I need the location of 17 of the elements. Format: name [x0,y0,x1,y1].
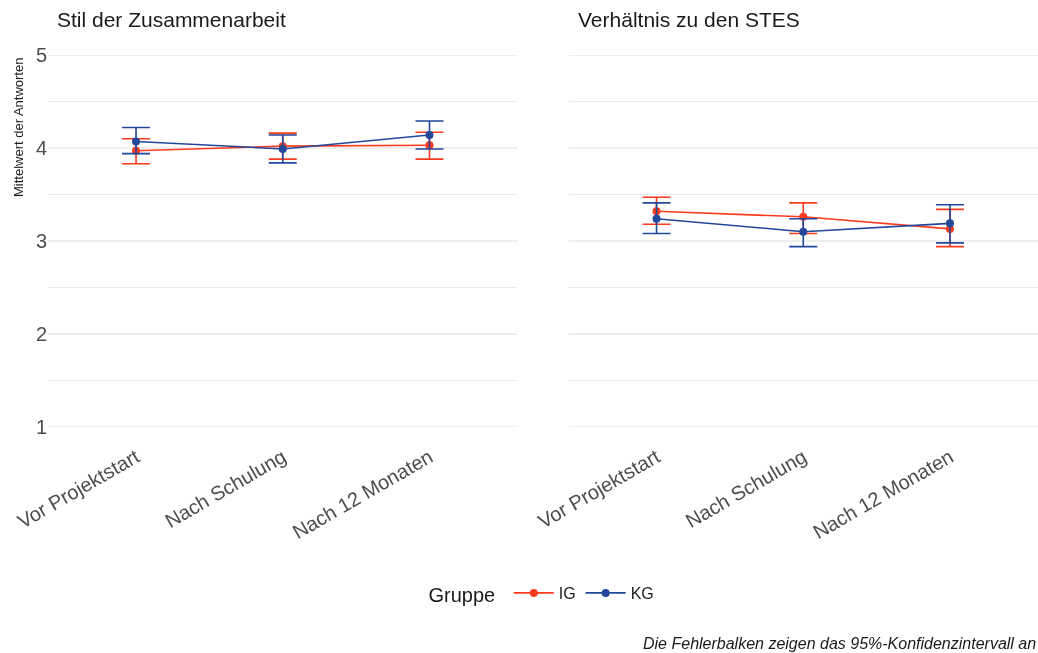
chart-title: Stil der Zusammenarbeit [57,8,286,31]
y-tick-label: 3 [35,230,47,252]
point [132,137,141,146]
legend-label: IG [558,585,576,603]
legend-label: KG [630,585,654,603]
y-tick-label: 1 [35,416,47,438]
chart-title: Verhältnis zu den STES [578,8,800,31]
y-tick-label: 5 [35,44,47,66]
point [945,219,954,228]
legend-title: Gruppe [428,584,501,606]
text: Die Fehlerbalken zeigen das 95%-Konfidenzintervall an [643,635,1037,652]
y-tick-label: 2 [35,323,47,345]
point [799,227,808,236]
y-tick-label: 4 [35,137,47,159]
point [425,130,434,139]
point [652,214,661,223]
y-axis-title: Mittelwert der Antworten [11,57,26,197]
